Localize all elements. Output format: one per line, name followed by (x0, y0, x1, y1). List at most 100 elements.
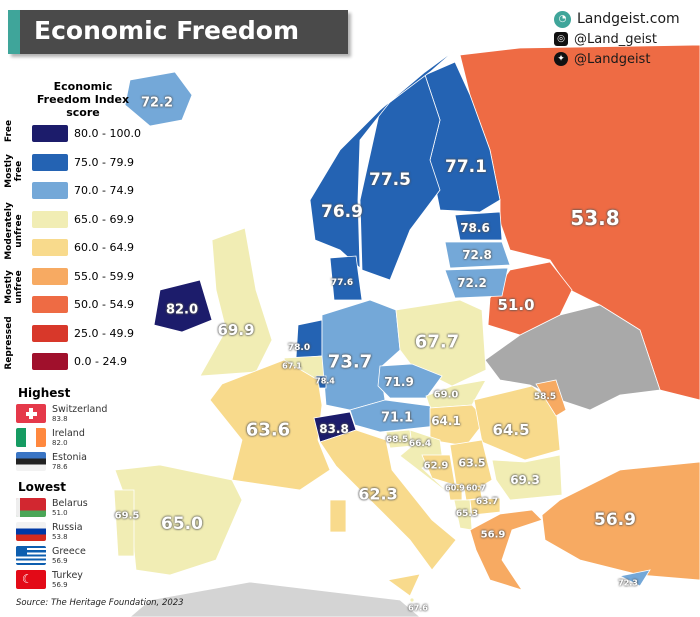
legend-row: 70.0 - 74.9 (32, 182, 134, 199)
instagram-link[interactable]: ◎ @Land_geist (554, 29, 680, 49)
country-score: 53.8 (52, 532, 68, 541)
country-score: 56.9 (52, 556, 68, 565)
website-link[interactable]: ◔ Landgeist.com (554, 9, 680, 29)
legend-category-mostly-unfree: Mostly unfree (4, 270, 24, 304)
source-note: Source: The Heritage Foundation, 2023 (16, 598, 184, 608)
value-label-austria: 71.1 (380, 410, 414, 426)
lowest-item: Russia 53.8 (16, 522, 83, 541)
value-label-malta: 67.6 (408, 603, 428, 613)
legend-range: 55.0 - 59.9 (74, 269, 134, 283)
legend-range: 75.0 - 79.9 (74, 155, 134, 169)
value-label-albania: 65.3 (455, 509, 479, 519)
legend-swatch (32, 267, 68, 285)
value-label-sweden: 77.5 (369, 170, 411, 190)
value-label-poland: 67.7 (414, 331, 460, 353)
lowest-heading: Lowest (18, 480, 66, 494)
legend-category-repressed: Repressed (4, 316, 14, 370)
value-label-bulgaria: 69.3 (510, 473, 540, 487)
value-label-czechia: 71.9 (384, 375, 414, 389)
page-title: Economic Freedom (34, 16, 300, 45)
country-latvia (444, 241, 511, 269)
country-italy (387, 573, 421, 597)
value-label-uk: 69.9 (217, 321, 255, 339)
country-italy (329, 499, 347, 533)
legend-range: 60.0 - 64.9 (74, 241, 134, 254)
highest-item: Ireland 82.0 (16, 428, 85, 447)
value-label-france: 63.6 (245, 419, 291, 441)
value-label-moldova: 58.5 (533, 392, 557, 402)
turkey-flag-icon: ☾ (16, 570, 46, 589)
legend-range: 25.0 - 49.9 (74, 326, 134, 340)
country-belarus (487, 261, 573, 336)
legend-range: 65.0 - 69.9 (74, 212, 134, 226)
country-score: 83.8 (52, 414, 68, 423)
legend-row: 0.0 - 24.9 (32, 353, 127, 370)
value-label-serbia: 63.5 (458, 456, 486, 470)
legend-swatch (32, 324, 68, 342)
legend-range: 80.0 - 100.0 (74, 127, 141, 140)
value-label-italy: 62.3 (358, 484, 398, 504)
value-label-lithuania: 72.2 (457, 276, 487, 290)
value-label-romania: 64.5 (492, 421, 530, 439)
value-label-estonia: 78.6 (460, 221, 490, 235)
value-label-montenegro: 60.9 (445, 483, 465, 493)
country-cyprus (618, 569, 651, 587)
legend-category-free: Free (4, 119, 14, 143)
lowest-item: Greece 56.9 (16, 546, 86, 565)
legend-category-moderately-unfree: Moderately unfree (4, 202, 24, 260)
country-kosovo (463, 485, 483, 501)
country-france (209, 359, 331, 491)
legend-row: 75.0 - 79.9 (32, 153, 134, 171)
value-label-ireland: 82.0 (165, 302, 199, 318)
legend-range: 70.0 - 74.9 (74, 184, 134, 197)
country-malta (409, 597, 415, 603)
country-name: Estonia (52, 451, 87, 463)
country-ireland (153, 279, 213, 333)
value-label-hungary: 64.1 (431, 414, 461, 428)
legend: Economic Freedom Index score (8, 80, 158, 119)
country-name: Greece (52, 545, 86, 557)
country-hungary (429, 404, 487, 447)
country-italy (319, 429, 457, 571)
belarus-flag-icon (16, 498, 46, 517)
legend-row: 65.0 - 69.9 (32, 210, 134, 228)
value-label-norway: 76.9 (321, 202, 363, 222)
country-uk (199, 227, 273, 377)
north-africa (129, 581, 421, 617)
value-label-luxembourg: 78.4 (315, 376, 335, 386)
country-serbia (449, 439, 493, 493)
estonia-flag-icon (16, 452, 46, 471)
value-label-portugal: 69.5 (114, 510, 140, 522)
legend-swatch (32, 296, 68, 313)
twitter-icon: ✦ (554, 52, 568, 66)
value-label-turkey: 56.9 (594, 510, 636, 530)
lowest-item: Belarus 51.0 (16, 498, 88, 517)
value-label-switzerland: 83.8 (319, 422, 349, 436)
country-bulgaria (491, 454, 563, 501)
legend-row: 25.0 - 49.9 (32, 324, 134, 342)
legend-swatch (32, 153, 68, 171)
switzerland-flag-icon (16, 404, 46, 423)
legend-range: 50.0 - 54.9 (74, 298, 134, 311)
country-estonia (454, 211, 503, 241)
legend-row: 55.0 - 59.9 (32, 267, 134, 285)
country-north_macedonia (469, 497, 501, 516)
twitter-link[interactable]: ✦ @Landgeist (554, 49, 680, 69)
country-score: 56.9 (52, 580, 68, 589)
title-banner: Economic Freedom (8, 10, 348, 54)
legend-swatch (32, 125, 68, 142)
title-accent-stripe (8, 10, 20, 54)
country-name: Ireland (52, 427, 85, 439)
russia-flag-icon (16, 522, 46, 541)
legend-category-mostly-free: Mostly free (4, 154, 24, 188)
value-label-cyprus: 72.3 (618, 578, 638, 588)
value-label-russia: 53.8 (570, 206, 620, 230)
legend-range: 0.0 - 24.9 (74, 355, 127, 368)
country-poland (395, 299, 487, 387)
legend-row: 50.0 - 54.9 (32, 296, 134, 313)
country-greece (469, 509, 543, 591)
country-moldova (535, 379, 567, 417)
globe-icon: ◔ (554, 10, 571, 28)
legend-swatch (32, 182, 68, 199)
